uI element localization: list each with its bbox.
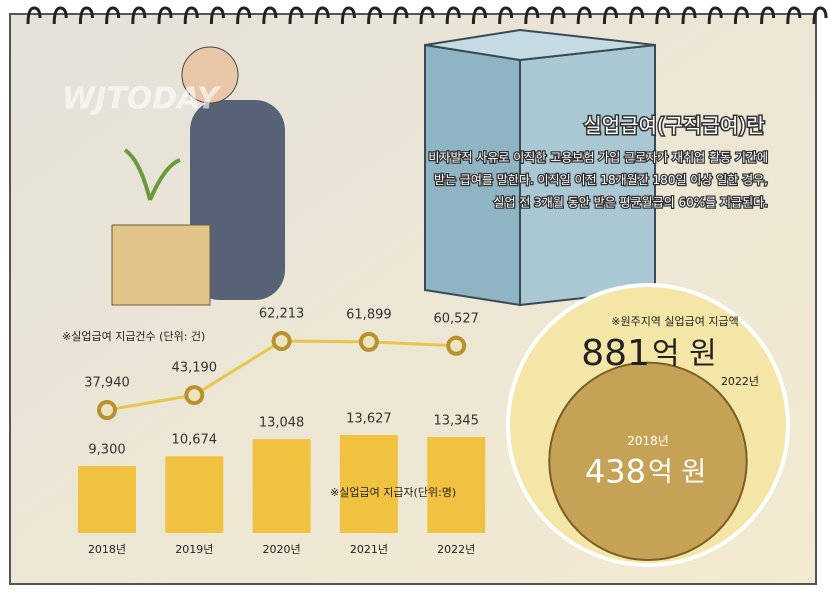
ring: [786, 6, 802, 25]
x-tick-label: 2022년: [437, 543, 475, 556]
binder-rings: [26, 6, 828, 25]
description-line: 비자발적 사유로 이직한 고용보험 가입 근로자가 재취업 활동 기간에: [428, 151, 768, 165]
building-illustration: [424, 28, 656, 307]
x-tick-label: 2020년: [263, 543, 301, 556]
ring: [733, 6, 749, 25]
line-value-label: 43,190: [172, 361, 218, 376]
ring: [367, 6, 383, 25]
x-tick-label: 2018년: [88, 543, 126, 556]
bar-value-label: 13,048: [259, 416, 305, 431]
ring: [314, 6, 330, 25]
ring: [209, 6, 225, 25]
ring: [707, 6, 723, 25]
title: 실업급여(구직급여)란: [583, 114, 764, 138]
bubble-unit: 억 원: [648, 457, 706, 488]
ring: [655, 6, 671, 25]
line-value-label: 61,899: [346, 307, 392, 322]
ring: [445, 6, 461, 25]
bubble-year: 2022년: [721, 375, 759, 388]
ring: [26, 6, 42, 25]
charts: 9,300 2018년 10,674 2019년 13,048 2020년 13,627 20…: [62, 283, 790, 567]
bar-legend: ※실업급여 지급자(단위:명): [330, 486, 456, 499]
bubble-value: 881: [581, 333, 650, 374]
bar: [427, 437, 486, 533]
ring: [602, 6, 618, 25]
ring: [393, 6, 409, 25]
bar: [165, 456, 224, 533]
line-point: [271, 331, 292, 351]
bubble-unit: 억 원: [652, 337, 717, 372]
line-legend: ※실업급여 지급건수 (단위: 건): [62, 330, 205, 343]
ring: [78, 6, 94, 25]
ring: [550, 6, 566, 25]
ring: [471, 6, 487, 25]
bar-value-label: 10,674: [172, 433, 218, 448]
bubble: [548, 361, 748, 562]
line-value-label: 60,527: [433, 311, 479, 326]
bar: [78, 466, 136, 533]
x-tick-label: 2021년: [350, 543, 388, 556]
line-value-label: 62,213: [259, 307, 305, 322]
ring: [524, 6, 540, 25]
ring: [262, 6, 278, 25]
ring: [681, 6, 697, 25]
ring: [629, 6, 645, 25]
ring: [812, 6, 828, 25]
ring: [288, 6, 304, 25]
bubble-year: 2018년: [627, 434, 669, 448]
bubble-title: ※원주지역 실업급여 지급액: [611, 315, 739, 328]
ring: [157, 6, 173, 25]
ring: [760, 6, 776, 25]
x-tick-label: 2019년: [175, 543, 213, 556]
description-line: 실업 전 3개월 동안 받은 평균월급의 60%를 지급된다.: [493, 196, 768, 210]
ring: [340, 6, 356, 25]
line-point: [97, 400, 117, 420]
bar: [339, 435, 398, 533]
man-illustration: [111, 46, 285, 306]
ring: [419, 6, 435, 25]
ring: [236, 6, 252, 25]
watermark: WJTODAY: [62, 82, 222, 117]
ring: [498, 6, 514, 25]
bar-value-label: 13,627: [346, 412, 392, 427]
bar: [252, 439, 311, 533]
description-line: 받는 급여를 말한다. 이직일 이전 18개월간 180일 이상 일한 경우,: [434, 173, 768, 187]
ring: [105, 6, 121, 25]
bar-value-label: 9,300: [88, 443, 125, 458]
bubble-value: 438: [585, 452, 646, 490]
ring: [131, 6, 147, 25]
bar-value-label: 13,345: [433, 414, 479, 429]
line-point: [446, 335, 467, 356]
line-value-label: 37,940: [84, 376, 130, 391]
ring: [52, 6, 68, 25]
ring: [576, 6, 592, 25]
line-point: [358, 331, 379, 352]
ring: [183, 6, 199, 25]
line-point: [184, 385, 205, 406]
